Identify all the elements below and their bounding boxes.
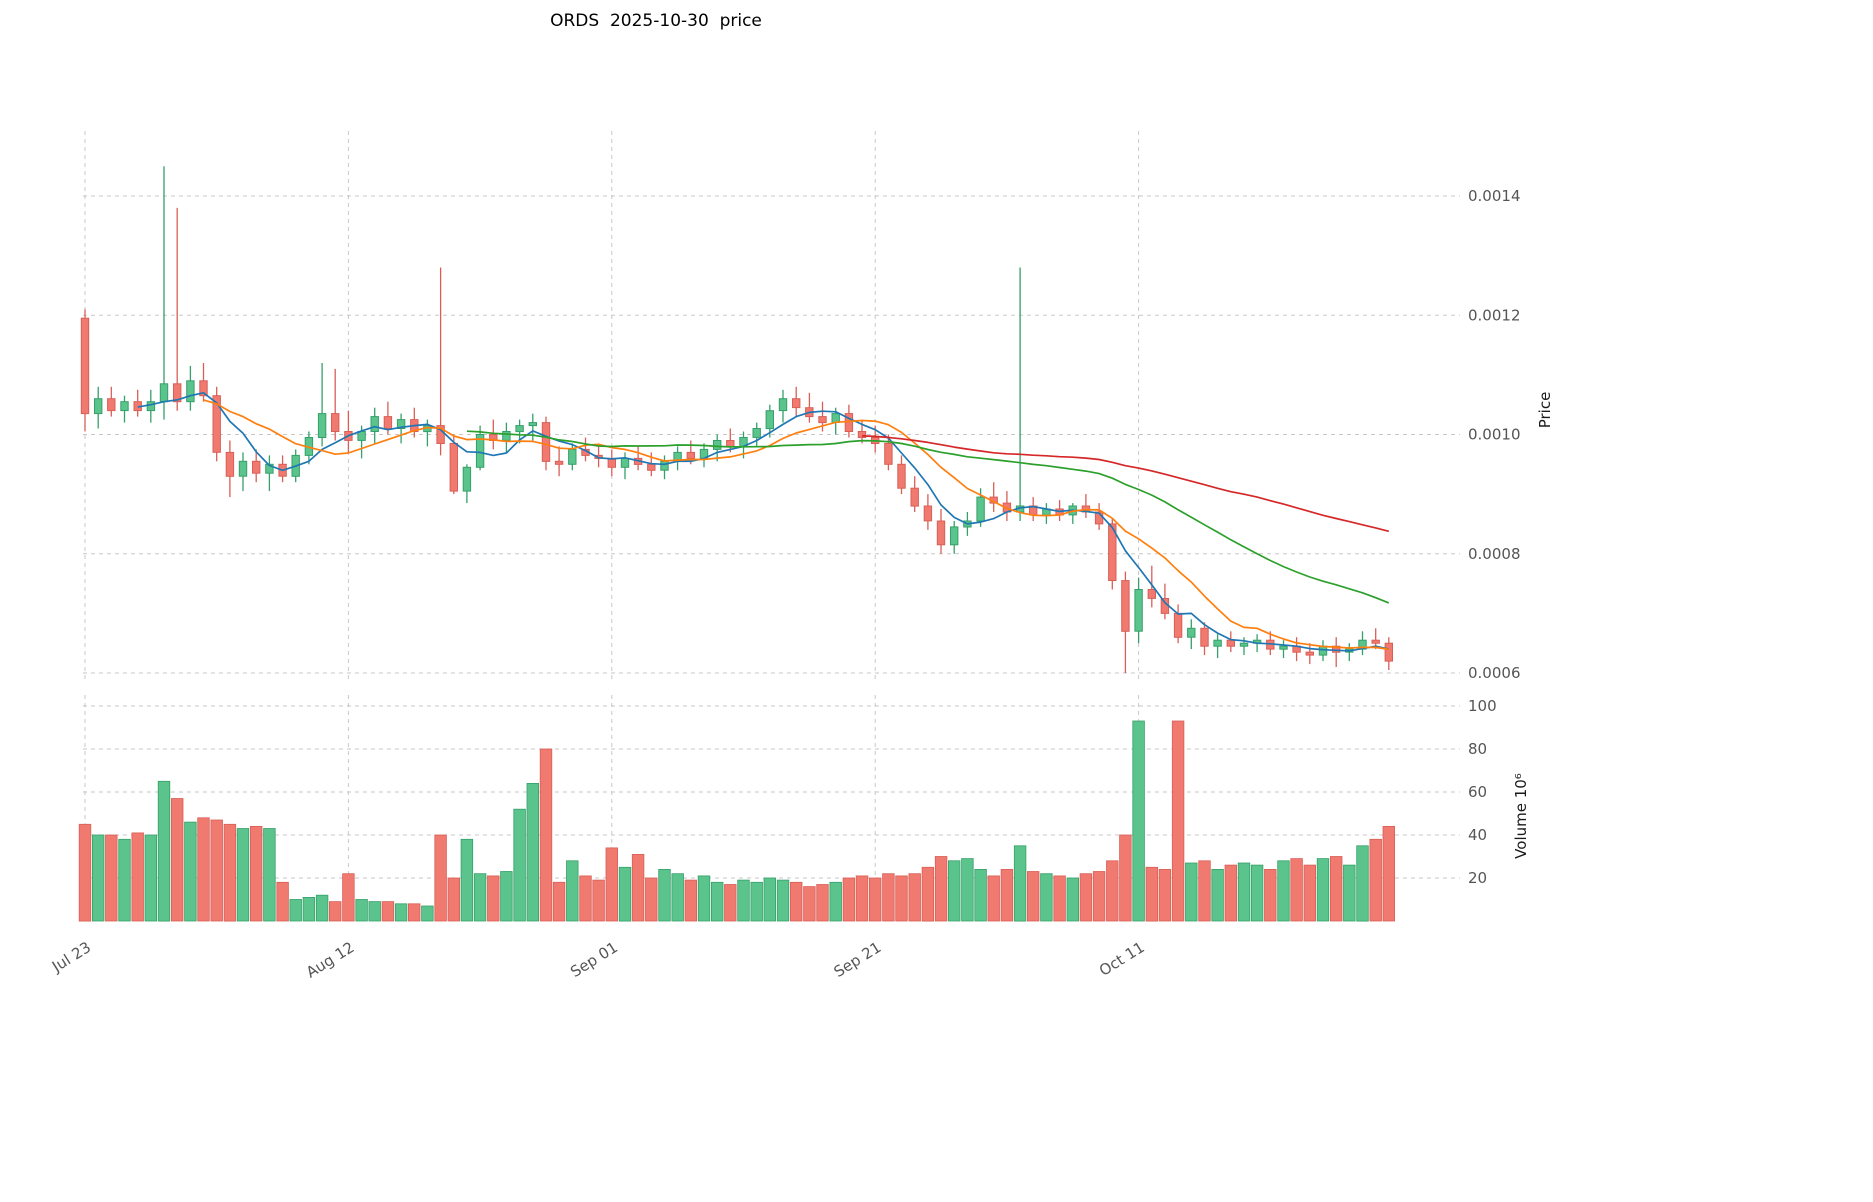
volume-bars <box>78 720 1396 922</box>
date-tick-label: Jul 23 <box>48 938 94 976</box>
volume-tick-label: 20 <box>1468 869 1487 887</box>
price-tick-label: 0.0008 <box>1468 545 1521 563</box>
date-tick-label: Sep 21 <box>831 938 885 981</box>
price-tick-label: 0.0012 <box>1468 306 1521 324</box>
moving-average-lines <box>137 391 1390 652</box>
price-tick-label: 0.0014 <box>1468 187 1521 205</box>
date-tick-label: Aug 12 <box>303 938 358 981</box>
volume-tick-label: 100 <box>1468 697 1497 715</box>
chart-title: ORDS 2025-10-30 price <box>550 11 762 31</box>
price-tick-label: 0.0006 <box>1468 664 1521 682</box>
price-tick-label: 0.0010 <box>1468 426 1521 444</box>
volume-tick-label: 80 <box>1468 740 1487 758</box>
volume-tick-label: 40 <box>1468 826 1487 844</box>
date-tick-label: Sep 01 <box>567 938 621 981</box>
date-tick-label: Oct 11 <box>1096 938 1148 980</box>
candles <box>80 166 1393 673</box>
volume-tick-label: 60 <box>1468 783 1487 801</box>
gridlines <box>83 131 1460 921</box>
